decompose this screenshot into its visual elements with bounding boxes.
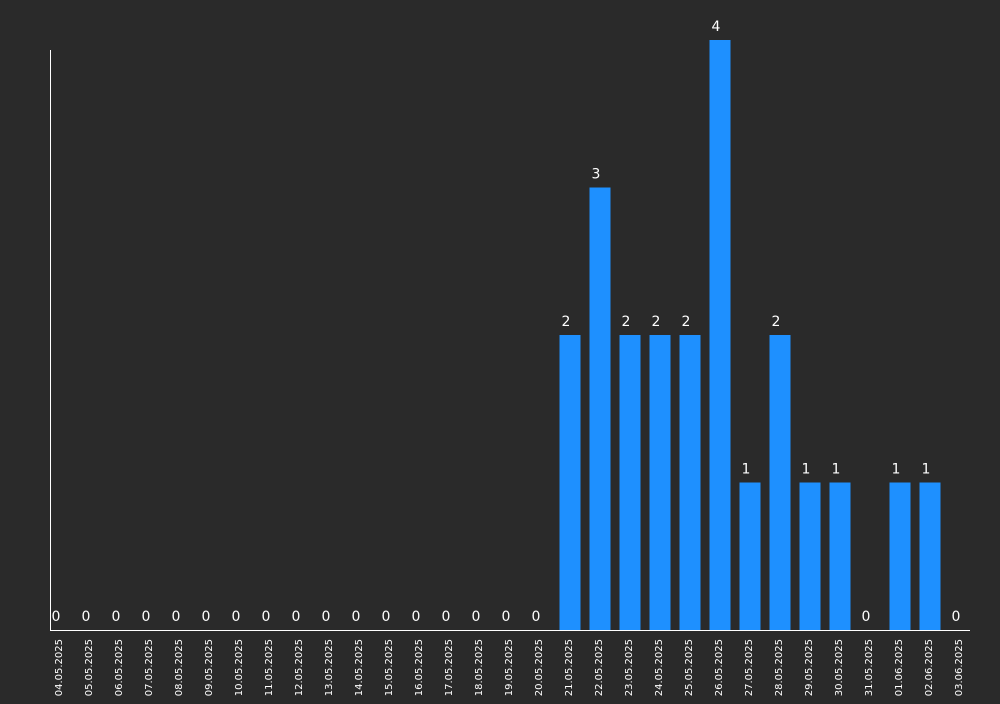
x-tick-label-19.05.2025: 19.05.2025	[504, 639, 515, 696]
value-label-07.05.2025: 0	[142, 609, 151, 625]
x-tick-label-07.05.2025: 07.05.2025	[144, 639, 155, 696]
x-tick-label-29.05.2025: 29.05.2025	[804, 639, 815, 696]
x-tick-label-21.05.2025: 21.05.2025	[564, 639, 575, 696]
x-tick-label-14.05.2025: 14.05.2025	[354, 639, 365, 696]
x-tick-label-23.05.2025: 23.05.2025	[624, 639, 635, 696]
x-tick-label-16.05.2025: 16.05.2025	[414, 639, 425, 696]
x-tick-label-17.05.2025: 17.05.2025	[444, 639, 455, 696]
value-label-22.05.2025: 3	[592, 167, 601, 183]
bars-layer	[559, 40, 941, 630]
bar-21.05.2025	[559, 335, 581, 630]
axes-layer	[50, 50, 970, 631]
bar-01.06.2025	[889, 482, 911, 630]
bar-25.05.2025	[679, 335, 701, 630]
value-label-20.05.2025: 0	[532, 609, 541, 625]
x-tick-label-08.05.2025: 08.05.2025	[174, 639, 185, 696]
bar-26.05.2025	[709, 40, 731, 630]
x-tick-label-30.05.2025: 30.05.2025	[834, 639, 845, 696]
value-label-10.05.2025: 0	[232, 609, 241, 625]
value-label-14.05.2025: 0	[352, 609, 361, 625]
value-label-09.05.2025: 0	[202, 609, 211, 625]
x-tick-label-26.05.2025: 26.05.2025	[714, 639, 725, 696]
x-tick-label-12.05.2025: 12.05.2025	[294, 639, 305, 696]
value-labels-layer: 0 0 0 0 0 0 0 0 0 0 0 0 0 0 0 0 0 2 3 2 2 2 4 1 2 1 1 0 1 1 0	[52, 19, 961, 625]
value-label-28.05.2025: 2	[772, 314, 781, 330]
x-tick-label-10.05.2025: 10.05.2025	[234, 639, 245, 696]
value-label-08.05.2025: 0	[172, 609, 181, 625]
value-label-15.05.2025: 0	[382, 609, 391, 625]
value-label-31.05.2025: 0	[862, 609, 871, 625]
bar-29.05.2025	[799, 482, 821, 630]
x-tick-label-28.05.2025: 28.05.2025	[774, 639, 785, 696]
x-tick-label-02.06.2025: 02.06.2025	[924, 639, 935, 696]
value-label-03.06.2025: 0	[952, 609, 961, 625]
x-tick-label-25.05.2025: 25.05.2025	[684, 639, 695, 696]
value-label-29.05.2025: 1	[802, 462, 811, 478]
value-label-13.05.2025: 0	[322, 609, 331, 625]
bar-24.05.2025	[649, 335, 671, 630]
value-label-17.05.2025: 0	[442, 609, 451, 625]
value-label-26.05.2025: 4	[712, 19, 721, 35]
value-label-04.05.2025: 0	[52, 609, 61, 625]
value-label-27.05.2025: 1	[742, 462, 751, 478]
value-label-05.05.2025: 0	[82, 609, 91, 625]
value-label-02.06.2025: 1	[922, 462, 931, 478]
x-tick-label-13.05.2025: 13.05.2025	[324, 639, 335, 696]
value-label-12.05.2025: 0	[292, 609, 301, 625]
x-tick-label-04.05.2025: 04.05.2025	[54, 639, 65, 696]
value-label-30.05.2025: 1	[832, 462, 841, 478]
value-label-25.05.2025: 2	[682, 314, 691, 330]
value-label-18.05.2025: 0	[472, 609, 481, 625]
bar-22.05.2025	[589, 187, 611, 630]
value-label-24.05.2025: 2	[652, 314, 661, 330]
x-tick-label-27.05.2025: 27.05.2025	[744, 639, 755, 696]
value-label-06.05.2025: 0	[112, 609, 121, 625]
x-tick-label-03.06.2025: 03.06.2025	[954, 639, 965, 696]
value-label-01.06.2025: 1	[892, 462, 901, 478]
bar-30.05.2025	[829, 482, 851, 630]
value-label-16.05.2025: 0	[412, 609, 421, 625]
x-tick-label-06.05.2025: 06.05.2025	[114, 639, 125, 696]
x-tick-label-11.05.2025: 11.05.2025	[264, 639, 275, 696]
bar-28.05.2025	[769, 335, 791, 630]
bar-23.05.2025	[619, 335, 641, 630]
x-tick-label-31.05.2025: 31.05.2025	[864, 639, 875, 696]
x-tick-label-20.05.2025: 20.05.2025	[534, 639, 545, 696]
x-tick-labels: 04.05.2025 05.05.2025 06.05.2025 07.05.2025…	[54, 639, 965, 696]
value-label-11.05.2025: 0	[262, 609, 271, 625]
bar-02.06.2025	[919, 482, 941, 630]
value-label-19.05.2025: 0	[502, 609, 511, 625]
bar-27.05.2025	[739, 482, 761, 630]
value-label-21.05.2025: 2	[562, 314, 571, 330]
x-tick-label-18.05.2025: 18.05.2025	[474, 639, 485, 696]
x-tick-label-24.05.2025: 24.05.2025	[654, 639, 665, 696]
x-tick-label-05.05.2025: 05.05.2025	[84, 639, 95, 696]
x-tick-label-22.05.2025: 22.05.2025	[594, 639, 605, 696]
value-label-23.05.2025: 2	[622, 314, 631, 330]
x-tick-label-01.06.2025: 01.06.2025	[894, 639, 905, 696]
x-tick-label-15.05.2025: 15.05.2025	[384, 639, 395, 696]
x-tick-label-09.05.2025: 09.05.2025	[204, 639, 215, 696]
